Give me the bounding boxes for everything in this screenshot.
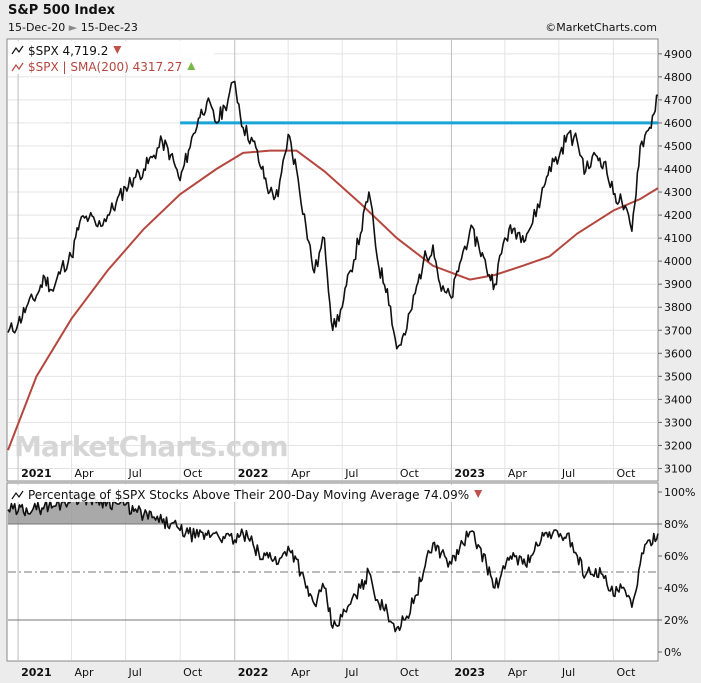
down-arrow-icon xyxy=(474,490,483,498)
breadth-y-tick-label: 40% xyxy=(664,582,688,595)
date-range: 15-Dec-20 ► 15-Dec-23 xyxy=(8,21,138,34)
breadth-x-tick-label: Apr xyxy=(75,666,95,679)
price-x-tick-label: Jul xyxy=(344,467,358,480)
breadth-y-tick-label: 60% xyxy=(664,550,688,563)
breadth-y-tick-label: 80% xyxy=(664,518,688,531)
legend-item-sma: $SPX | SMA(200) 4317.27 xyxy=(11,60,196,74)
price-y-tick-label: 4900 xyxy=(664,48,692,61)
price-x-axis: 2021 Apr Jul Oct 2022 Apr Jul Oct 2023 Apr Jul Oct xyxy=(21,467,636,480)
price-y-tick-label: 3700 xyxy=(664,324,692,337)
price-y-tick-label: 3800 xyxy=(664,301,692,314)
breadth-x-tick-label: 2021 xyxy=(21,666,52,679)
breadth-x-tick-label: Jul xyxy=(344,666,358,679)
price-y-tick-label: 4500 xyxy=(664,140,692,153)
price-x-tick-label: Apr xyxy=(291,467,311,480)
price-x-tick-label: Oct xyxy=(183,467,203,480)
sma-200-line xyxy=(7,149,659,451)
breadth-x-tick-label: Jul xyxy=(561,666,575,679)
chart-title: S&P 500 Index xyxy=(8,3,116,18)
price-y-tick-label: 4200 xyxy=(664,209,692,222)
price-y-tick-label: 4300 xyxy=(664,186,692,199)
breadth-x-tick-label: Apr xyxy=(508,666,528,679)
breadth-reference-lines xyxy=(8,523,658,621)
price-y-tick-label: 3200 xyxy=(664,439,692,452)
legend-item-breadth: Percentage of $SPX Stocks Above Their 20… xyxy=(11,488,483,502)
breadth-legend-icon xyxy=(11,490,24,500)
breadth-y-tick-label: 100% xyxy=(664,486,695,499)
breadth-legend-background xyxy=(8,485,502,502)
breadth-x-axis: 2021 Apr Jul Oct 2022 Apr Jul Oct 2023 Apr Jul Oct xyxy=(21,666,636,679)
date-range-end: 15-Dec-23 xyxy=(80,21,138,34)
price-y-tick-label: 4700 xyxy=(664,94,692,107)
price-legend-icon xyxy=(11,45,24,55)
breadth-panel: 0% 20% 40% 60% 80% 100% 2021 Apr Jul Oct 2022 Apr J… xyxy=(6,482,695,679)
up-arrow-icon xyxy=(187,62,196,70)
chart-header: S&P 500 Index 15-Dec-20 ► 15-Dec-23 ©Mar… xyxy=(0,0,701,38)
copyright: ©MarketCharts.com xyxy=(545,21,657,34)
breadth-x-tick-label: Jul xyxy=(128,666,142,679)
price-y-tick-label: 4800 xyxy=(664,71,692,84)
breadth-x-tick-label: Oct xyxy=(616,666,636,679)
legend-label-sma: $SPX | SMA(200) 4317.27 xyxy=(28,60,182,74)
legend-label-breadth: Percentage of $SPX Stocks Above Their 20… xyxy=(28,488,469,502)
spx-price-line xyxy=(7,80,659,350)
price-x-tick-label: 2022 xyxy=(238,467,269,480)
price-y-tick-label: 3900 xyxy=(664,278,692,291)
price-x-tick-label: Oct xyxy=(616,467,636,480)
breadth-x-tick-label: Apr xyxy=(291,666,311,679)
price-x-tick-label: Jul xyxy=(128,467,142,480)
legend-background xyxy=(8,41,214,74)
price-y-tick-label: 4000 xyxy=(664,255,692,268)
price-x-tick-label: Apr xyxy=(75,467,95,480)
down-arrow-icon xyxy=(113,46,122,54)
breadth-y-tick-label: 0% xyxy=(664,646,681,659)
breadth-above-80-fill xyxy=(8,491,177,524)
watermark: MarketCharts.com xyxy=(14,430,288,463)
price-panel: MarketCharts.com 3100 3200 3300 3400 3500 360… xyxy=(6,38,692,482)
breadth-y-axis: 0% 20% 40% 60% 80% 100% xyxy=(658,486,695,659)
price-y-tick-label: 3300 xyxy=(664,416,692,429)
price-panel-background xyxy=(6,38,659,482)
breadth-x-tick-label: 2023 xyxy=(454,666,485,679)
price-y-tick-label: 4100 xyxy=(664,232,692,245)
legend-item-spx: $SPX 4,719.2 xyxy=(11,44,122,58)
price-y-axis: 3100 3200 3300 3400 3500 3600 3700 3800 3900 4000… xyxy=(658,48,692,475)
breadth-y-tick-label: 20% xyxy=(664,614,688,627)
price-x-tick-label: Jul xyxy=(561,467,575,480)
price-x-tick-label: 2021 xyxy=(21,467,52,480)
breadth-x-tick-label: Oct xyxy=(183,666,203,679)
price-x-tick-label: 2023 xyxy=(454,467,485,480)
price-y-tick-label: 4600 xyxy=(664,117,692,130)
price-y-tick-label: 3400 xyxy=(664,393,692,406)
breadth-line xyxy=(7,490,659,633)
breadth-x-tick-label: 2022 xyxy=(238,666,269,679)
sma-legend-icon xyxy=(11,62,24,72)
price-x-tick-label: Oct xyxy=(400,467,420,480)
price-y-tick-label: 4400 xyxy=(664,163,692,176)
date-range-start: 15-Dec-20 xyxy=(8,21,66,34)
date-range-arrow-icon: ► xyxy=(68,21,78,34)
price-y-tick-label: 3600 xyxy=(664,347,692,360)
price-x-tick-label: Apr xyxy=(508,467,528,480)
legend-label-spx: $SPX 4,719.2 xyxy=(28,44,108,58)
price-y-tick-label: 3100 xyxy=(664,462,692,475)
price-y-tick-label: 3500 xyxy=(664,370,692,383)
breadth-x-tick-label: Oct xyxy=(400,666,420,679)
